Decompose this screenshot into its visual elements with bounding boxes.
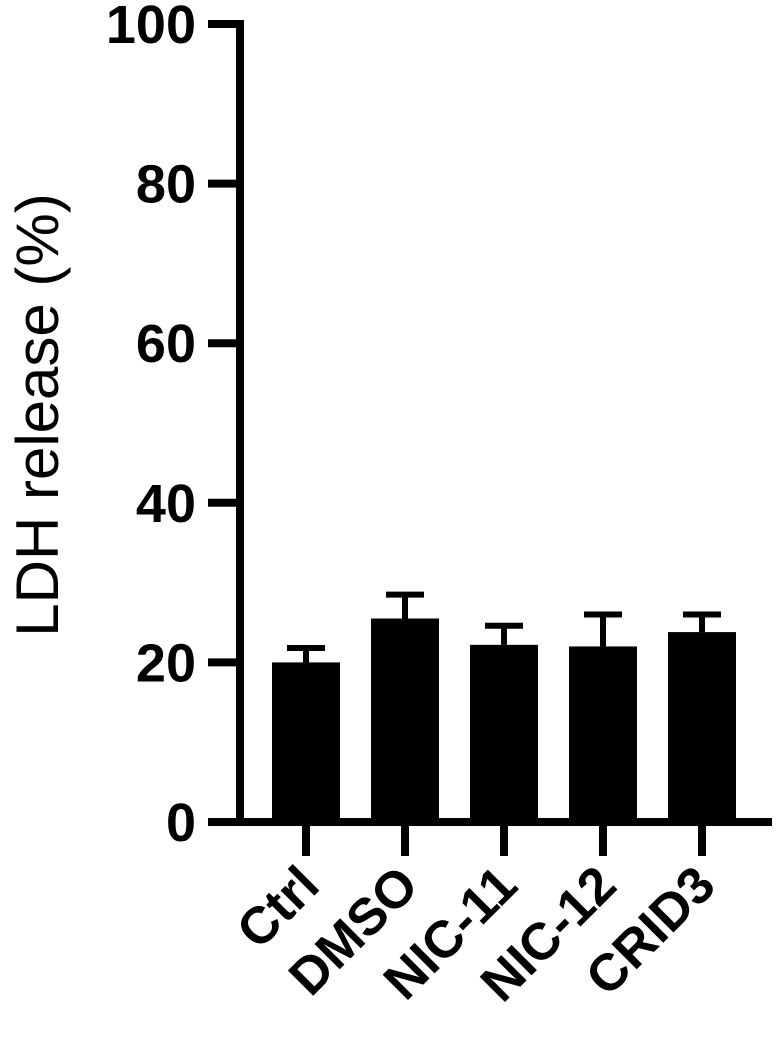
y-tick-label-0: 0 (166, 793, 196, 853)
y-tick-label-3: 60 (136, 314, 196, 374)
y-tick-label-1: 20 (136, 633, 196, 693)
error-bar-crid3 (683, 611, 721, 633)
y-tick-label-2: 40 (136, 474, 196, 534)
y-axis-title: LDH release (%) (4, 193, 71, 636)
error-bars-layer (287, 591, 721, 663)
bars-layer (272, 618, 736, 822)
error-bar-nic-11 (485, 622, 523, 645)
error-bar-ctrl (287, 645, 325, 663)
error-bar-nic-12 (584, 611, 622, 647)
y-ticks-layer: 0 20 40 60 80 100 (106, 0, 240, 853)
bar-ctrl (272, 662, 340, 822)
y-tick-label-5: 100 (106, 0, 196, 55)
bar-crid3 (668, 632, 736, 822)
bar-nic-12 (569, 646, 637, 822)
bar-nic-11 (470, 644, 538, 822)
y-tick-label-4: 80 (136, 155, 196, 215)
error-bar-dmso (386, 591, 424, 619)
bar-dmso (371, 618, 439, 822)
